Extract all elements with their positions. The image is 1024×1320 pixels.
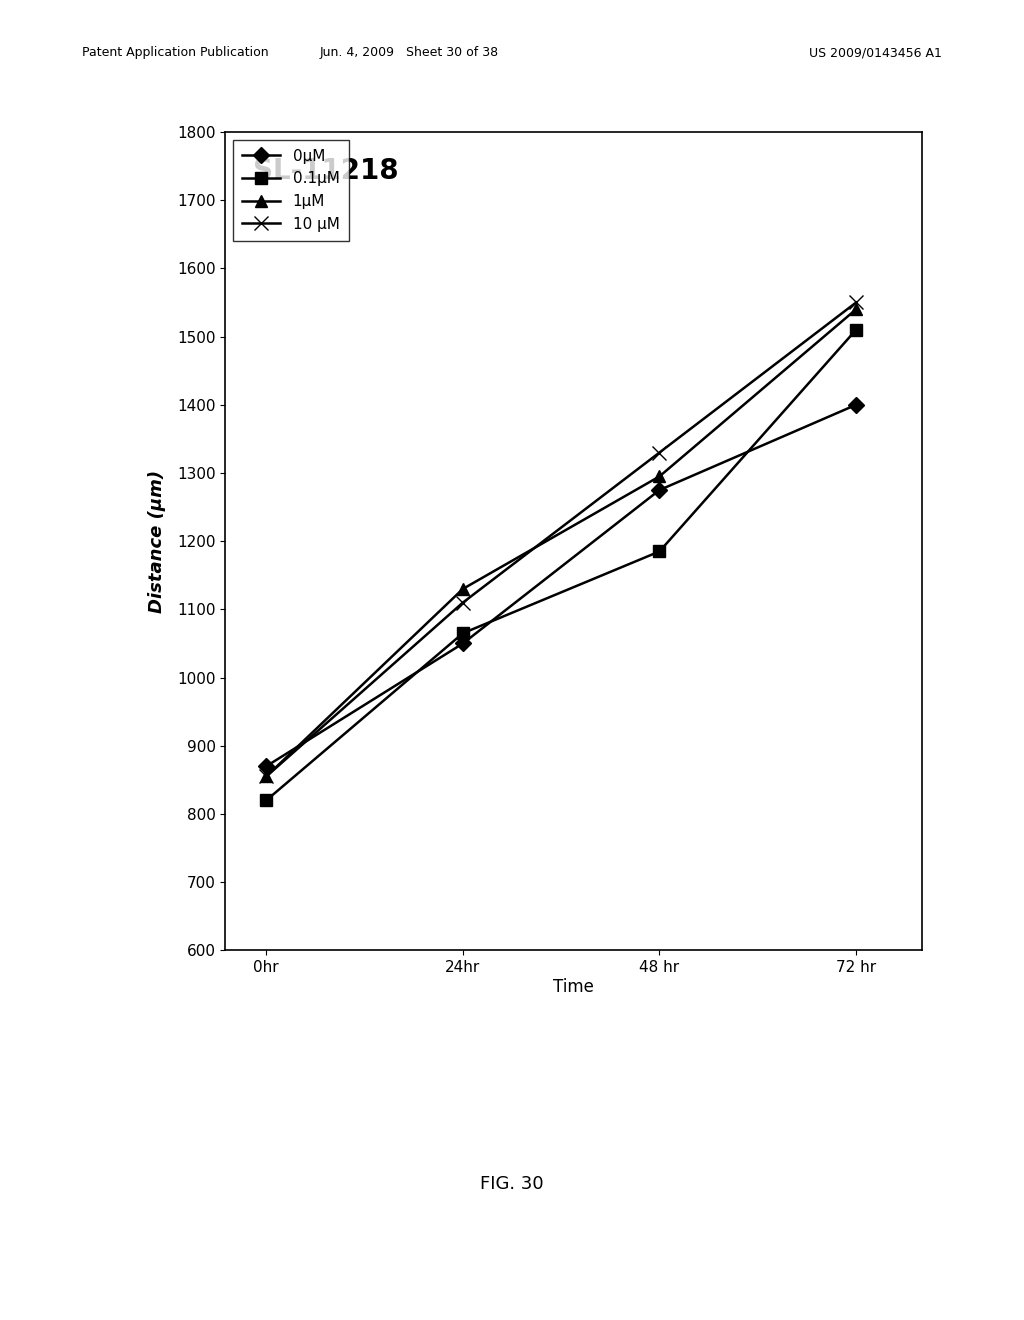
Text: Patent Application Publication: Patent Application Publication (82, 46, 268, 59)
Text: SL-11218: SL-11218 (253, 157, 398, 185)
10 μM (850, 294, 862, 310)
X-axis label: Time: Time (553, 978, 594, 995)
Line: 1μM: 1μM (260, 304, 862, 783)
0μM (653, 482, 666, 498)
10 μM (653, 445, 666, 461)
0μM (850, 397, 862, 413)
Text: Jun. 4, 2009   Sheet 30 of 38: Jun. 4, 2009 Sheet 30 of 38 (321, 46, 499, 59)
0.1μM (653, 544, 666, 560)
Line: 0μM: 0μM (261, 399, 861, 772)
Legend: 0μM, 0.1μM, 1μM, 10 μM: 0μM, 0.1μM, 1μM, 10 μM (232, 140, 348, 240)
0.1μM (850, 322, 862, 338)
Text: FIG. 30: FIG. 30 (480, 1175, 544, 1193)
1μM (260, 768, 272, 784)
Y-axis label: Distance (μm): Distance (μm) (147, 470, 166, 612)
0.1μM (260, 792, 272, 808)
1μM (653, 469, 666, 484)
1μM (850, 301, 862, 317)
Line: 10 μM: 10 μM (259, 296, 863, 784)
0.1μM (457, 626, 469, 642)
10 μM (457, 594, 469, 610)
Text: US 2009/0143456 A1: US 2009/0143456 A1 (809, 46, 942, 59)
0μM (260, 758, 272, 774)
0μM (457, 636, 469, 652)
10 μM (260, 768, 272, 784)
1μM (457, 581, 469, 597)
Line: 0.1μM: 0.1μM (261, 325, 861, 807)
